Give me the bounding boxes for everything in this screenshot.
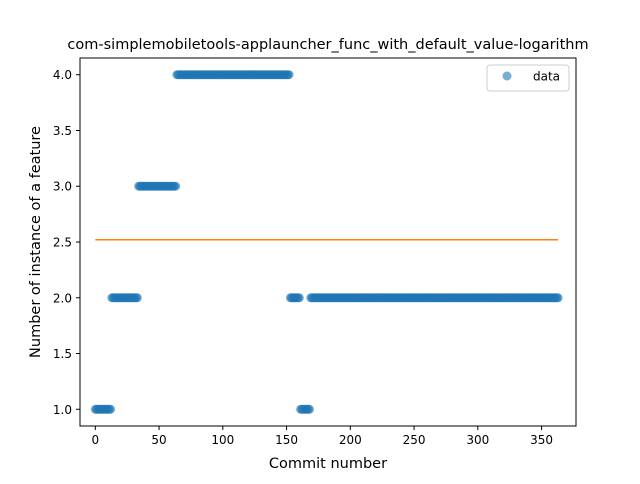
y-tick-label: 1.5 <box>53 347 72 361</box>
y-tick-label: 4.0 <box>53 68 72 82</box>
data-points <box>90 70 563 414</box>
y-tick-label: 2.0 <box>53 291 72 305</box>
x-axis: 0 50 100 150 200 250 300 350 <box>91 426 553 447</box>
data-point <box>284 70 294 80</box>
y-axis: 1.0 1.5 2.0 2.5 3.0 3.5 4.0 <box>53 68 80 417</box>
chart-title: com-simplemobiletools-applauncher_func_w… <box>67 37 588 53</box>
y-tick-label: 1.0 <box>53 403 72 417</box>
plot-frame <box>79 57 577 427</box>
y-tick-label: 3.5 <box>53 124 72 138</box>
legend-marker <box>502 71 512 81</box>
x-tick-label: 0 <box>91 433 99 447</box>
x-tick-label: 100 <box>211 433 234 447</box>
data-point <box>553 293 563 303</box>
x-axis-label: Commit number <box>269 456 387 472</box>
data-point <box>106 404 116 414</box>
y-tick-label: 3.0 <box>53 180 72 194</box>
x-tick-label: 150 <box>275 433 298 447</box>
x-tick-label: 200 <box>339 433 362 447</box>
y-axis-label: Number of instance of a feature <box>28 126 44 358</box>
legend-box <box>486 64 570 92</box>
data-point <box>171 181 181 191</box>
y-tick-label: 2.5 <box>53 236 72 250</box>
x-tick-label: 50 <box>151 433 166 447</box>
data-point <box>305 404 315 414</box>
x-tick-label: 350 <box>530 433 553 447</box>
legend-label: data <box>533 70 560 84</box>
data-point <box>294 293 304 303</box>
x-tick-label: 300 <box>466 433 489 447</box>
legend: data <box>486 64 570 92</box>
x-tick-label: 250 <box>403 433 426 447</box>
data-point <box>132 293 142 303</box>
